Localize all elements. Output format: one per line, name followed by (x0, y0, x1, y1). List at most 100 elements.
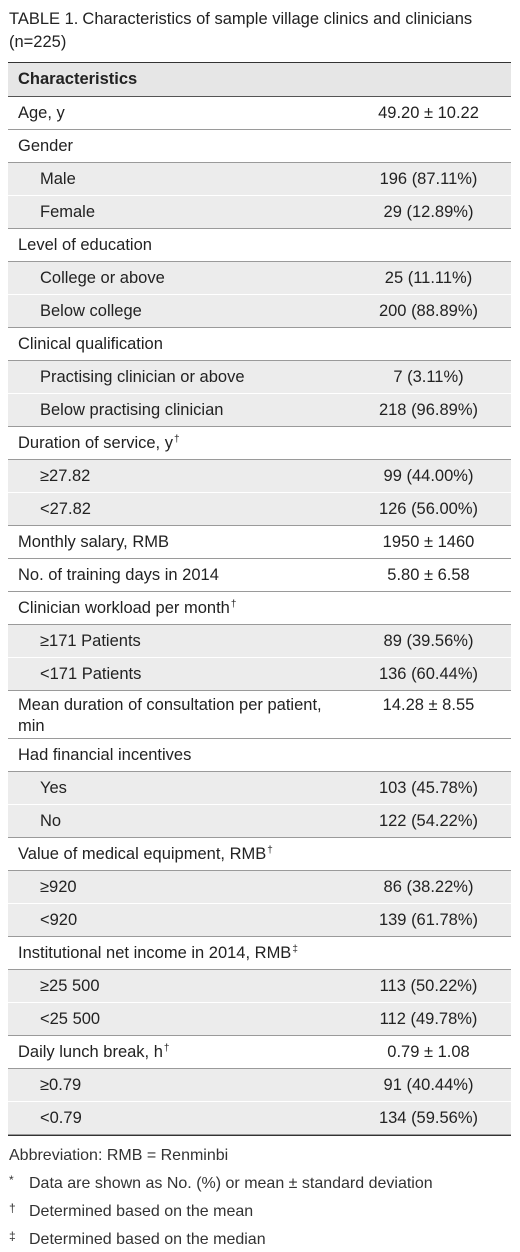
label-cell: No. of training days in 2014 (8, 566, 346, 585)
table-title: TABLE 1. Characteristics of sample villag… (9, 8, 514, 54)
row-value: 5.80 ± 6.58 (387, 565, 470, 584)
sub-row: <171 Patients 136 (60.44%) (8, 658, 511, 691)
row-value: 196 (87.11%) (379, 169, 478, 188)
row: Value of medical equipment, RMB† (8, 838, 511, 871)
footnote: † Determined based on the mean (9, 1196, 433, 1224)
note-mark: ‡ (292, 943, 298, 955)
label-cell: Below practising clinician (8, 401, 346, 420)
row-value: 49.20 ± 10.22 (378, 103, 479, 122)
footnote-mark: * (9, 1173, 14, 1187)
label-cell: <920 (8, 911, 346, 930)
label-cell: Below college (8, 302, 346, 321)
value-cell: 1950 ± 1460 (346, 533, 511, 552)
label-cell: <25 500 (8, 1010, 346, 1029)
row: Gender (8, 130, 511, 163)
label-cell: ≥27.82 (8, 467, 346, 486)
label-cell: ≥0.79 (8, 1076, 346, 1095)
row: Clinician workload per month† (8, 592, 511, 625)
row-label: Female (40, 202, 96, 221)
row: No. of training days in 2014 5.80 ± 6.58 (8, 559, 511, 592)
sub-row: Yes 103 (45.78%) (8, 772, 511, 805)
label-cell: Mean duration of consultation per patien… (8, 695, 346, 737)
row: Daily lunch break, h† 0.79 ± 1.08 (8, 1036, 511, 1069)
label-cell: College or above (8, 269, 346, 288)
row-value: 1950 ± 1460 (382, 532, 475, 551)
sub-row: Below college 200 (88.89%) (8, 295, 511, 328)
value-cell: 99 (44.00%) (346, 467, 511, 486)
row: Age, y 49.20 ± 10.22 (8, 97, 511, 130)
row-label: <27.82 (40, 499, 91, 518)
row-label: ≥0.79 (40, 1075, 82, 1094)
row-value: 218 (96.89%) (378, 400, 479, 419)
value-cell: 200 (88.89%) (346, 302, 511, 321)
label-cell: Practising clinician or above (8, 368, 346, 387)
row-label: Below practising clinician (40, 400, 224, 419)
footnote-mark: ‡ (9, 1229, 16, 1243)
sub-row: ≥25 500 113 (50.22%) (8, 970, 511, 1003)
value-cell: 113 (50.22%) (346, 977, 511, 996)
note-mark: † (163, 1042, 170, 1054)
value-cell: 29 (12.89%) (346, 203, 511, 222)
row-label: Value of medical equipment, RMB (18, 844, 267, 863)
row-value: 91 (40.44%) (383, 1075, 474, 1094)
value-cell: 122 (54.22%) (346, 812, 511, 831)
row-value: 112 (49.78%) (379, 1009, 478, 1028)
row-value: 99 (44.00%) (383, 466, 474, 485)
row-label: <920 (40, 910, 78, 929)
value-cell: 14.28 ± 8.55 (346, 695, 511, 716)
row-label: No (40, 811, 62, 830)
row-value: 14.28 ± 8.55 (382, 696, 475, 714)
label-cell: Male (8, 170, 346, 189)
row-label: ≥171 Patients (40, 631, 141, 650)
sub-row: <27.82 126 (56.00%) (8, 493, 511, 526)
footnote-text: Determined based on the mean (29, 1203, 254, 1220)
label-cell: Had financial incentives (8, 746, 346, 765)
row-value: 89 (39.56%) (383, 631, 474, 650)
value-cell: 112 (49.78%) (346, 1010, 511, 1029)
row-label: Male (40, 169, 76, 188)
value-cell: 91 (40.44%) (346, 1076, 511, 1095)
sub-row: Male 196 (87.11%) (8, 163, 511, 196)
footnote-mark: † (9, 1201, 16, 1215)
sub-row: College or above 25 (11.11%) (8, 262, 511, 295)
row: Monthly salary, RMB 1950 ± 1460 (8, 526, 511, 559)
footnote: * Data are shown as No. (%) or mean ± sta… (9, 1168, 433, 1196)
row-label: Age, y (18, 103, 65, 122)
row-label: Clinical qualification (18, 334, 163, 353)
row-value: 86 (38.22%) (383, 877, 474, 896)
row-label: Yes (40, 778, 67, 797)
label-cell: ≥920 (8, 878, 346, 897)
label-cell: Value of medical equipment, RMB† (8, 845, 346, 864)
header-cell: Characteristics (18, 70, 138, 88)
sub-row: Practising clinician or above 7 (3.11%) (8, 361, 511, 394)
value-cell: 49.20 ± 10.22 (346, 104, 511, 123)
value-cell: 218 (96.89%) (346, 401, 511, 420)
note-mark: † (230, 598, 237, 610)
row-label: Had financial incentives (18, 745, 192, 764)
row-label: Institutional net income in 2014, RMB (18, 943, 292, 962)
row-value: 200 (88.89%) (378, 301, 479, 320)
value-cell: 7 (3.11%) (346, 368, 511, 387)
table-number: TABLE 1. (9, 10, 79, 28)
sub-row: ≥27.82 99 (44.00%) (8, 460, 511, 493)
table: Characteristics Age, y 49.20 ± 10.22 Gende… (8, 62, 511, 1136)
value-cell: 196 (87.11%) (346, 170, 511, 189)
row-value: 25 (11.11%) (384, 268, 473, 287)
label-cell: Duration of service, y† (8, 434, 346, 453)
row-value: 122 (54.22%) (378, 811, 479, 830)
sub-row: <920 139 (61.78%) (8, 904, 511, 937)
value-cell: 134 (59.56%) (346, 1109, 511, 1128)
header-row: Characteristics (8, 63, 511, 97)
row-label: Daily lunch break, h (18, 1042, 163, 1061)
row-label: Mean duration of consultation per patien… (18, 696, 322, 735)
label-cell: ≥171 Patients (8, 632, 346, 651)
label-cell: No (8, 812, 346, 831)
row-value: 113 (50.22%) (379, 976, 478, 995)
row-label: <25 500 (40, 1009, 101, 1028)
value-cell: 5.80 ± 6.58 (346, 566, 511, 585)
sub-row: <25 500 112 (49.78%) (8, 1003, 511, 1036)
row-value: 0.79 ± 1.08 (387, 1042, 470, 1061)
value-cell: 25 (11.11%) (346, 269, 511, 288)
footnote: ‡ Determined based on the median (9, 1224, 433, 1252)
